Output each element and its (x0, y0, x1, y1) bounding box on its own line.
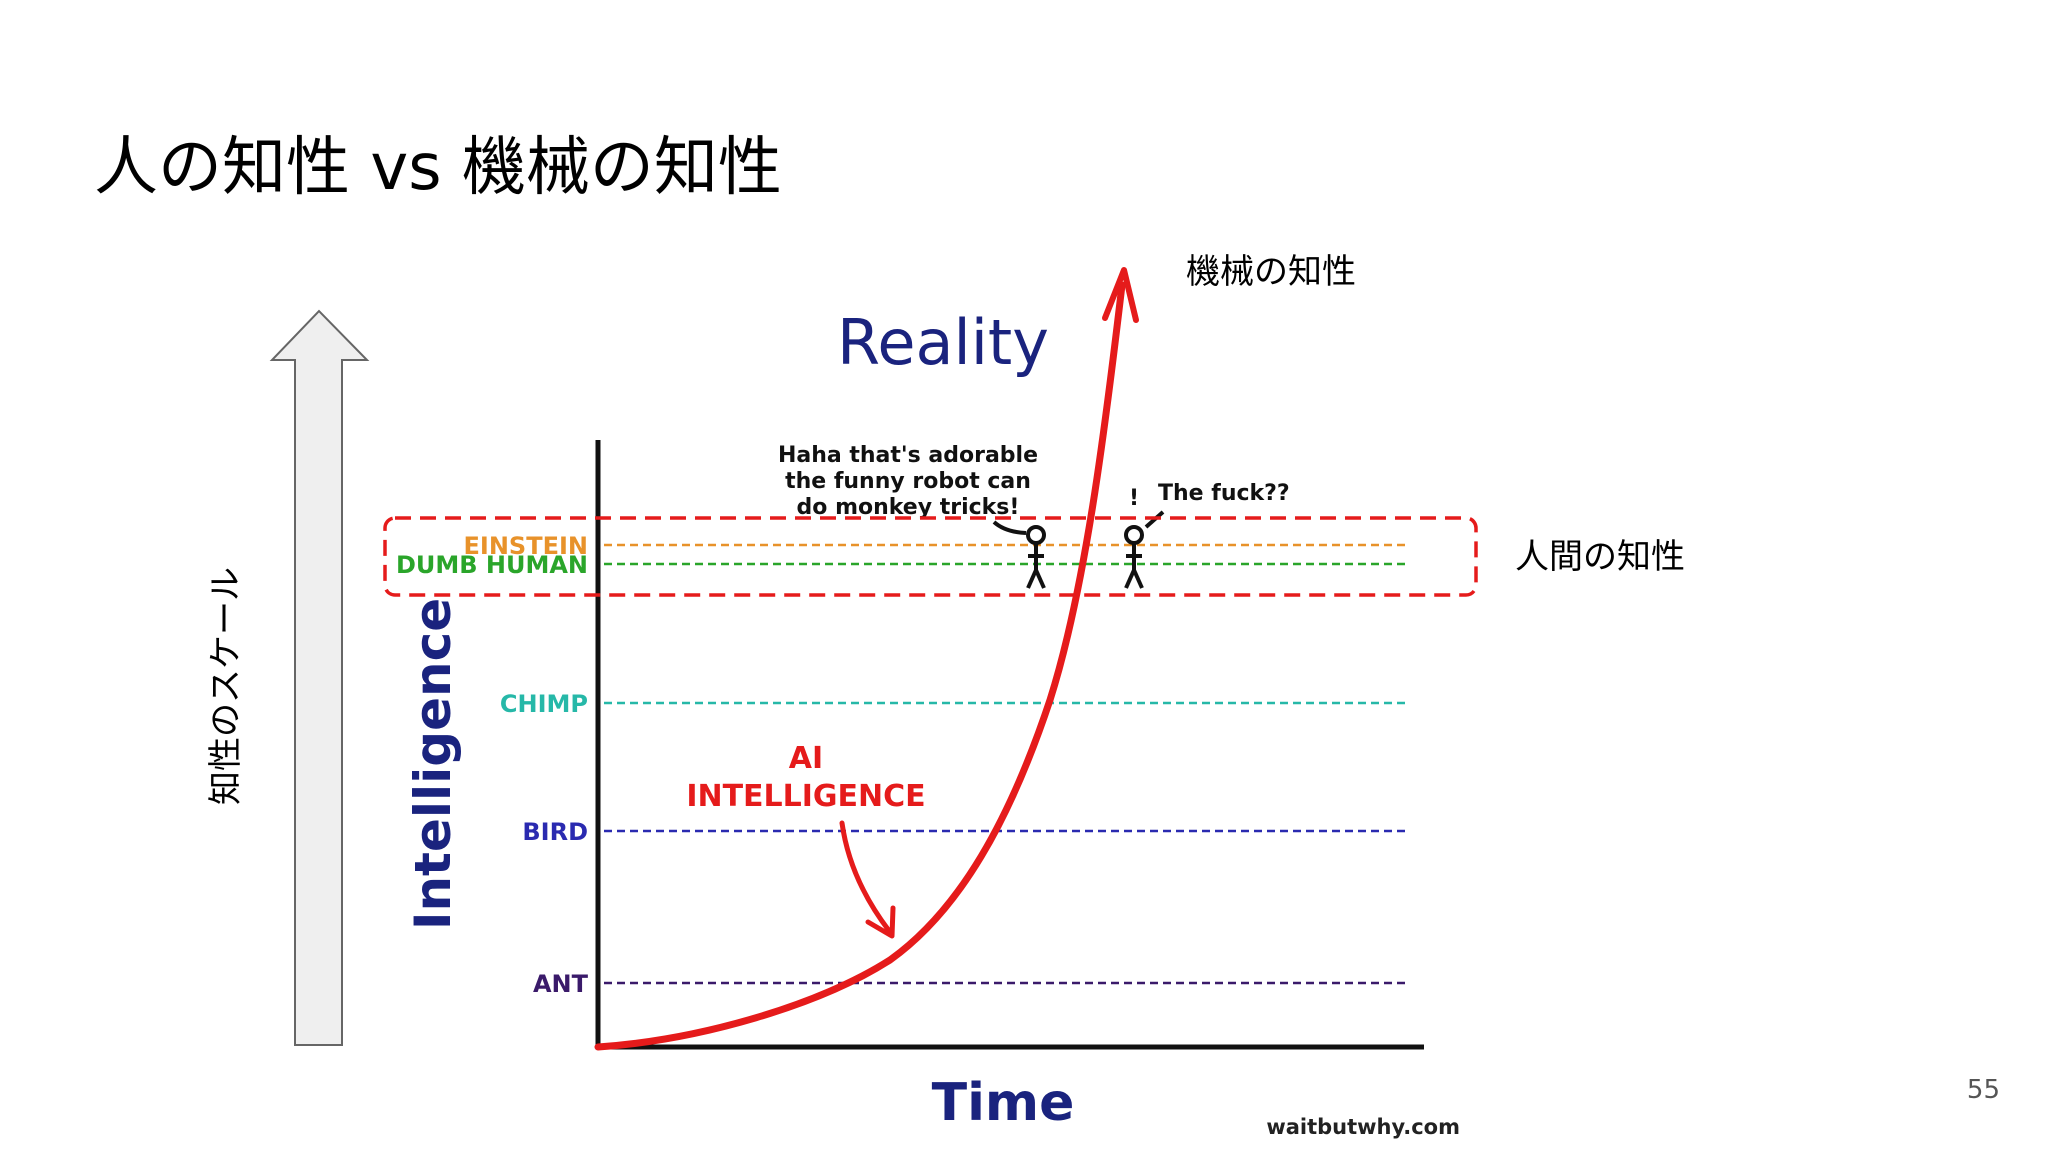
curve-arrowhead (1102, 267, 1139, 323)
speech-line: do monkey tricks! (797, 495, 1020, 520)
human-label: 人間の知性 (1515, 537, 1685, 577)
page-number: 55 (1967, 1075, 2000, 1105)
x-axis-label: Time (932, 1073, 1075, 1133)
level-label: EINSTEIN (464, 532, 588, 560)
level-label: CHIMP (500, 690, 588, 718)
level-label: BIRD (522, 818, 588, 846)
credit: waitbutwhy.com (1266, 1115, 1460, 1139)
curve-line (594, 281, 1126, 1051)
level-label: DUMB HUMAN (396, 551, 588, 579)
curve-label-arrow (839, 820, 896, 939)
curve-label-line: AI (789, 741, 823, 776)
scale-label: 知性のスケール (206, 567, 246, 805)
y-axis-label: Intelligence (404, 598, 462, 930)
speech-2: The fuck?? (1158, 481, 1290, 506)
level-label: ANT (533, 970, 589, 998)
speech-line: the funny robot can (785, 469, 1031, 494)
human-range-box (383, 516, 1478, 597)
curve-label-line: INTELLIGENCE (686, 779, 925, 814)
ai-curve (594, 267, 1139, 1051)
scale-arrow (269, 309, 370, 1046)
speech-line: Haha that's adorable (778, 443, 1038, 468)
illustration-title: Reality (837, 306, 1049, 379)
slide-title: 人の知性 vs 機械の知性 (94, 131, 782, 205)
machine-label: 機械の知性 (1186, 252, 1356, 292)
exclamation: ! (1129, 486, 1139, 511)
stick-figure-1 (992, 520, 1046, 589)
